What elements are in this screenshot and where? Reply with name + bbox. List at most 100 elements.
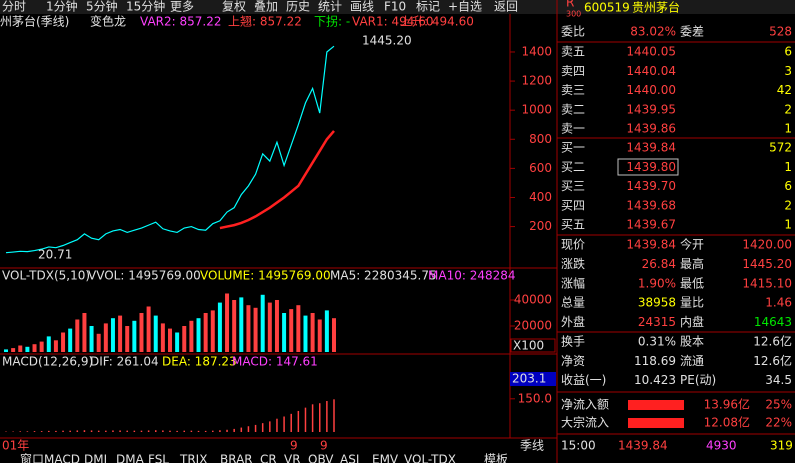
indicator-value: VVOL: 1495769.00 <box>88 269 201 283</box>
toolbar-button[interactable]: 标记 <box>416 0 440 14</box>
volume-bar <box>68 328 73 352</box>
tab[interactable]: FSL <box>148 453 169 463</box>
row-value: 528 <box>769 25 792 39</box>
book-label: 买五 <box>561 218 585 232</box>
book-price: 1440.05 <box>626 45 676 59</box>
tab[interactable]: CR <box>260 453 277 463</box>
toolbar-button[interactable]: 返回 <box>494 0 518 14</box>
tab[interactable]: EMV <box>372 453 399 463</box>
volume-bar <box>53 340 58 352</box>
row-value: 1439.84 <box>626 238 676 252</box>
toolbar-button[interactable]: F10 <box>384 0 406 14</box>
toolbar-button[interactable]: 历史 <box>286 0 310 14</box>
toolbar-button[interactable]: 统计 <box>318 0 342 14</box>
flow-bar <box>628 418 684 428</box>
row-label: 内盘 <box>680 314 704 329</box>
current-value: 203.1 <box>512 372 546 386</box>
flow-pct: 25% <box>765 398 792 412</box>
book-volume: 572 <box>769 141 792 155</box>
tab[interactable]: MACD <box>44 453 80 463</box>
volume-bar <box>4 349 8 352</box>
volume-bar <box>239 297 244 352</box>
volume-bar <box>196 318 201 352</box>
volume-bar <box>310 312 315 352</box>
toolbar-button[interactable]: 更多 <box>170 0 194 14</box>
book-volume: 6 <box>784 45 792 59</box>
volume-bar <box>303 315 308 352</box>
row-value: 26.84 <box>642 257 676 271</box>
row-label: 委差 <box>680 25 704 39</box>
indicator-value: VOLUME: 1495769.00 <box>200 269 331 283</box>
row-label: 外盘 <box>561 314 585 329</box>
book-label: 买三 <box>561 179 585 193</box>
toolbar-button[interactable]: 画线 <box>350 0 374 14</box>
tab[interactable]: BRAR <box>220 453 253 463</box>
tab[interactable]: ASI <box>340 453 359 463</box>
volume-bar <box>246 305 251 352</box>
indicator-value: 上翘: 857.22 <box>228 15 302 29</box>
volume-bar <box>46 336 51 352</box>
tab[interactable]: 模板 <box>484 453 508 463</box>
book-label: 买四 <box>561 198 585 212</box>
volume-bar <box>332 318 336 352</box>
x-tick-label: 9 <box>320 439 328 453</box>
volume-bar <box>175 332 180 352</box>
toolbar-button[interactable]: 1分钟 <box>46 0 78 14</box>
tab[interactable]: OBV <box>308 453 334 463</box>
toolbar-button[interactable]: 分时 <box>2 0 26 14</box>
unit-label: X100 <box>513 339 544 353</box>
volume-bar <box>282 312 287 352</box>
volume-bar <box>18 345 23 352</box>
volume-bar <box>232 299 237 352</box>
book-price: 1439.86 <box>626 122 676 136</box>
book-volume: 42 <box>777 83 792 97</box>
row-label: 涨幅 <box>561 275 585 290</box>
toolbar-bg <box>0 0 795 14</box>
tab[interactable]: VOL-TDX <box>404 453 456 463</box>
max-label: 1445.20 <box>362 34 412 48</box>
book-volume: 6 <box>784 179 792 193</box>
volume-bar <box>168 328 172 352</box>
toolbar-button[interactable]: 5分钟 <box>86 0 118 14</box>
indicator-name: 变色龙 <box>90 14 126 29</box>
tab[interactable]: VR <box>284 453 301 463</box>
toolbar-button[interactable]: 叠加 <box>254 0 278 14</box>
tab[interactable]: DMI <box>84 453 107 463</box>
row-label: 最低 <box>680 276 704 290</box>
highlight <box>617 158 679 176</box>
flow-label: 净流入额 <box>561 398 609 412</box>
series-line <box>219 130 335 230</box>
row-label: 量比 <box>680 296 704 310</box>
tab[interactable]: TRIX <box>179 453 207 463</box>
tab[interactable]: 窗口 <box>20 453 44 463</box>
series-line <box>5 45 335 254</box>
row-label: 涨跌 <box>561 256 585 271</box>
indicator-value: DEA: 187.23 <box>162 355 237 369</box>
x-tick-label: 01年 <box>2 439 29 453</box>
flow-label: 大宗流入 <box>561 415 609 430</box>
row-value: 1420.00 <box>742 238 792 252</box>
indicator-value: DIF: 261.04 <box>90 355 159 369</box>
row-label: 收益(一) <box>561 373 606 387</box>
book-volume: 3 <box>784 64 792 78</box>
row-label: 股本 <box>680 335 704 349</box>
row-value: 1445.20 <box>742 257 792 271</box>
toolbar-button[interactable]: 15分钟 <box>126 0 165 14</box>
tab[interactable]: DMA <box>116 453 145 463</box>
toolbar-button[interactable]: +自选 <box>448 0 482 14</box>
volume-bar <box>203 312 208 352</box>
row-label: 现价 <box>561 238 585 252</box>
toolbar-button[interactable]: 复权 <box>222 0 246 14</box>
volume-bar <box>160 323 165 352</box>
row-value: 1415.10 <box>742 276 792 290</box>
volume-bar <box>146 306 151 352</box>
indicator-value: 下拐: - <box>314 14 350 29</box>
book-label: 卖五 <box>561 45 585 59</box>
y-tick-label: 40000 <box>514 292 552 306</box>
volume-bar <box>25 346 30 352</box>
volume-bar <box>103 323 108 352</box>
indicator-value: VAR1: 494.60 <box>352 15 433 29</box>
panel-title: MACD(12,26,9) <box>2 355 93 369</box>
y-tick-label: 200 <box>529 219 552 233</box>
